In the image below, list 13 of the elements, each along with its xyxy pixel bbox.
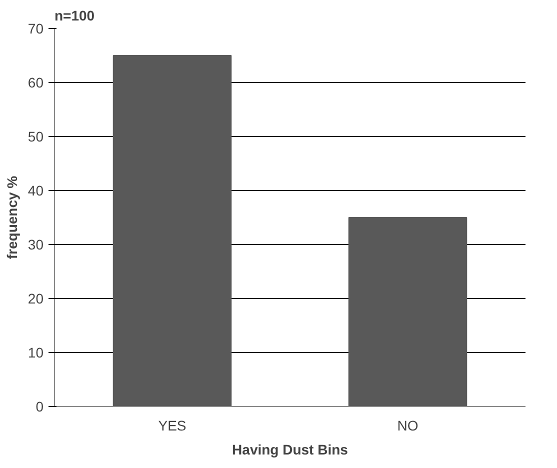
y-tick-label: 60 bbox=[28, 74, 44, 90]
x-axis-title: Having Dust Bins bbox=[232, 442, 348, 458]
y-tick-label: 20 bbox=[28, 290, 44, 306]
y-tick-label: 10 bbox=[28, 344, 44, 360]
y-tick-label: 70 bbox=[28, 20, 44, 36]
y-tick-label: 30 bbox=[28, 236, 44, 252]
y-axis-title: frequency % bbox=[4, 175, 20, 260]
x-tick-label: YES bbox=[158, 418, 186, 434]
x-tick-label: NO bbox=[397, 418, 418, 434]
y-tick-label: 50 bbox=[28, 128, 44, 144]
chart-title: n=100 bbox=[54, 8, 95, 24]
y-tick-label: 40 bbox=[28, 182, 44, 198]
y-tick-label: 0 bbox=[36, 398, 44, 414]
